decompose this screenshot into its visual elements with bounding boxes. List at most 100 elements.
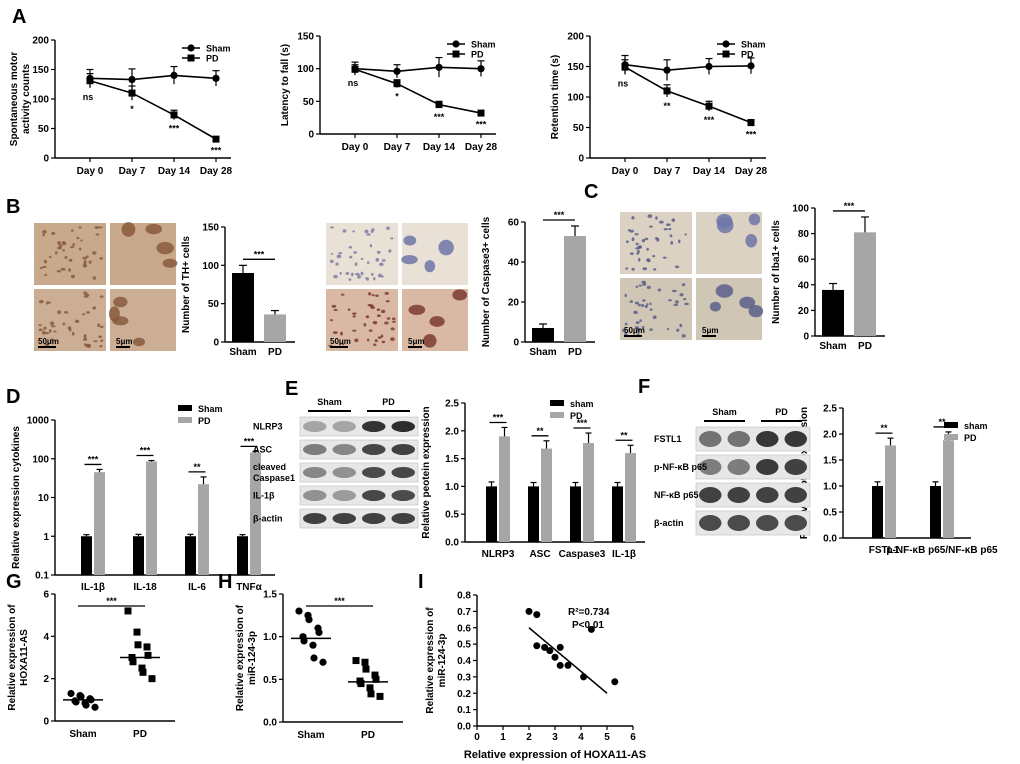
data-point (128, 89, 136, 97)
data-point (128, 75, 136, 84)
data-point (148, 675, 156, 683)
cell-stain (329, 319, 334, 322)
significance-label: *** (106, 596, 117, 606)
cell-stain (352, 312, 357, 315)
cell-stain (379, 262, 384, 267)
x-tick-label: Day 28 (200, 166, 233, 177)
scale-label: 5μm (408, 337, 424, 346)
significance-label: ** (663, 101, 671, 111)
bar-pd (541, 448, 552, 542)
cell-stain (381, 259, 386, 262)
cell-stain (366, 233, 371, 236)
x-tick-label: Sham (819, 341, 846, 352)
cell-stain (671, 289, 677, 293)
data-point (366, 684, 374, 692)
blot-band (756, 459, 779, 475)
cell-stain (82, 263, 88, 268)
x-tick-label: Day 28 (735, 166, 768, 177)
cell-stain (646, 247, 649, 251)
cell-stain (666, 223, 671, 227)
y-tick-label: 80 (798, 229, 810, 240)
data-point (361, 658, 369, 666)
cell-stain (363, 322, 367, 327)
data-point (551, 653, 559, 661)
y-tick-label: 0 (308, 130, 314, 141)
y-tick-label: 50 (303, 97, 315, 108)
cell-stain (373, 343, 377, 346)
y-tick-label: 20 (508, 298, 520, 309)
blot-group-label: Sham (712, 407, 737, 417)
blot-band (332, 490, 356, 501)
x-tick-label: PD (133, 729, 147, 740)
cell-stain (709, 301, 721, 312)
cell-stain (646, 303, 649, 306)
cell-stain (40, 266, 43, 270)
data-point (362, 665, 370, 673)
cell-stain (100, 339, 104, 342)
cell-stain (54, 251, 58, 255)
cell-stain (80, 239, 83, 242)
cell-stain (74, 319, 80, 323)
panel-letter-b: B (6, 196, 20, 218)
cell-stain (98, 226, 103, 229)
cell-stain (370, 306, 375, 310)
blot-group-label: PD (775, 407, 788, 417)
cell-stain (662, 256, 667, 259)
cell-stain (372, 320, 378, 325)
y-tick-label: 50 (208, 299, 220, 310)
cell-stain (332, 331, 338, 334)
cell-stain (78, 247, 82, 251)
y-tick-label: 0.5 (457, 640, 471, 651)
legend-swatch (178, 405, 192, 411)
panel-letter-d: D (6, 386, 20, 408)
cell-stain (374, 339, 378, 343)
cell-stain (388, 249, 392, 253)
cell-stain (352, 230, 355, 233)
data-point (722, 50, 730, 58)
cell-stain (360, 257, 364, 260)
blot-band (303, 513, 327, 524)
cell-stain (352, 329, 357, 332)
y-tick-label: 0.5 (445, 510, 459, 521)
y-tick-label: 60 (798, 255, 810, 266)
bar-pd (943, 440, 954, 538)
cell-stain (85, 255, 89, 258)
cell-stain (97, 323, 101, 328)
cell-stain (63, 311, 69, 314)
y-tick-label: 40 (508, 258, 520, 269)
cell-stain (94, 225, 99, 230)
cell-stain (360, 271, 364, 276)
blot-band (362, 421, 386, 432)
cell-stain (335, 262, 339, 266)
micrograph-tile (402, 223, 468, 285)
bar-pd (564, 236, 586, 342)
cell-stain (631, 267, 635, 271)
cell-stain (641, 238, 646, 243)
cell-stain (647, 214, 653, 219)
scale-label: 5μm (116, 337, 132, 346)
data-point (393, 67, 401, 75)
cell-stain (72, 243, 75, 247)
y-tick-label: 0 (578, 154, 584, 165)
cell-stain (371, 272, 374, 276)
cell-stain (357, 275, 361, 279)
cell-stain (676, 328, 680, 332)
cell-stain (41, 330, 46, 335)
cell-stain (653, 268, 657, 271)
y-tick-label: 50 (38, 124, 50, 135)
cell-stain (376, 308, 381, 311)
x-tick-label: NLRP3 (482, 549, 515, 560)
y-axis-title: Relative expression of (7, 604, 18, 711)
bar-sham (528, 486, 539, 542)
cell-stain (634, 233, 639, 236)
blot-band (332, 444, 356, 455)
bar-pd (583, 443, 594, 542)
cell-stain (373, 276, 376, 281)
x-tick-label: IL-1β (612, 549, 636, 560)
blot-band (303, 490, 327, 501)
cell-stain (748, 213, 761, 226)
cell-stain (390, 327, 395, 331)
x-tick-label: Day 14 (423, 142, 456, 153)
cell-stain (429, 316, 445, 327)
y-tick-label: 0 (43, 717, 49, 728)
